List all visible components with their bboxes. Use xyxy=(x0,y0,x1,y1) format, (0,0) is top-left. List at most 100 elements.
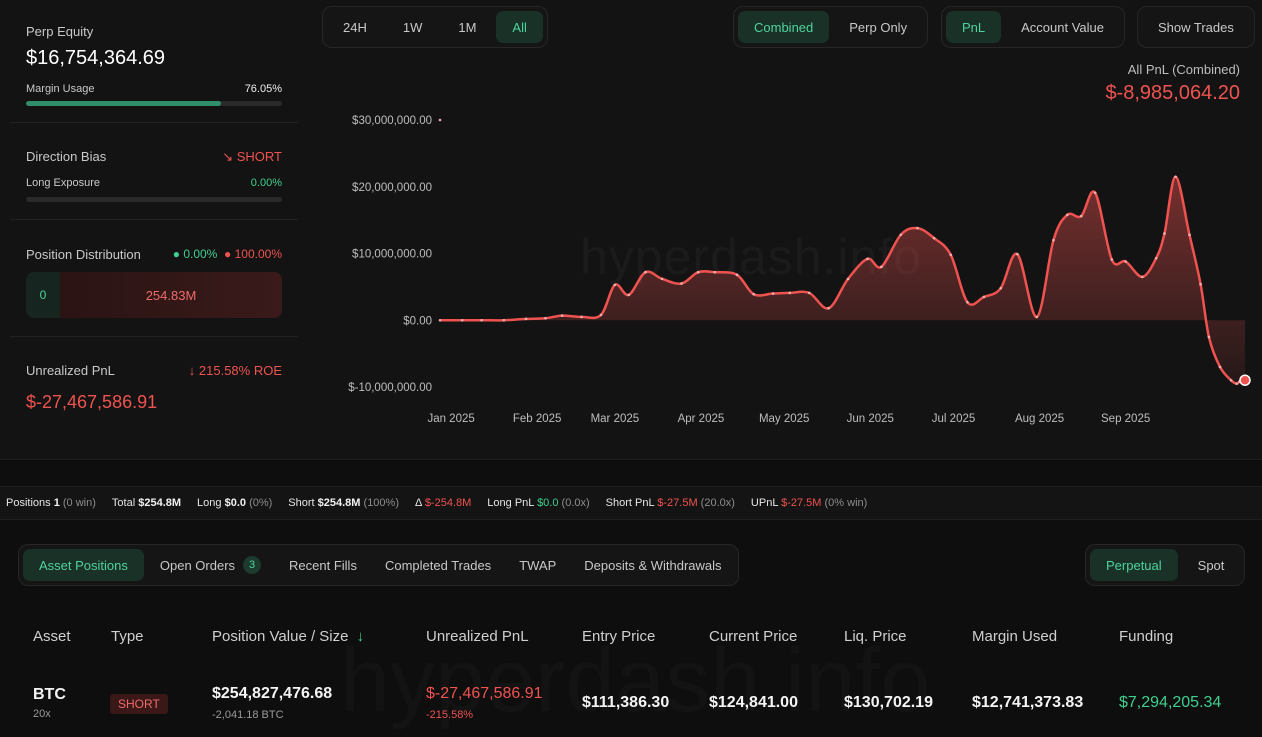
pnl-point xyxy=(524,317,528,321)
y-axis: $30,000,000.00 $20,000,000.00 $10,000,000.… xyxy=(348,115,432,394)
row-liq-price: $130,702.19 xyxy=(844,694,933,711)
pnl-point xyxy=(1199,282,1202,286)
row-funding: $7,294,205.34 xyxy=(1119,694,1222,711)
y-tick-label: $0.00 xyxy=(403,315,432,327)
pnl-point xyxy=(1207,335,1211,339)
stat-short-pnl: Short PnL $-27.5M (20.0x) xyxy=(605,497,735,509)
tab-perpetual[interactable]: Perpetual xyxy=(1090,549,1178,581)
pnl-point xyxy=(1140,275,1144,279)
pnl-point xyxy=(1235,382,1238,385)
row-upnl-pct: -215.58% xyxy=(426,709,474,721)
pnl-point xyxy=(660,277,664,281)
col-funding[interactable]: Funding xyxy=(1119,628,1174,645)
x-tick-label: May 2025 xyxy=(759,413,810,425)
x-tick-label: Jan 2025 xyxy=(427,413,474,425)
tab-open-orders-label: Open Orders xyxy=(159,557,236,573)
unrealized-pnl-section: Unrealized PnL ↓ 215.58% ROE $-27,467,58… xyxy=(10,337,298,460)
tab-recent-fills[interactable]: Recent Fills xyxy=(289,557,357,573)
stat-total: Total $254.8M xyxy=(111,497,182,509)
unrealized-pnl-label: Unrealized PnL xyxy=(26,363,115,378)
direction-bias-label: Direction Bias xyxy=(26,149,107,164)
tab-account-value[interactable]: Account Value xyxy=(1021,19,1105,35)
pnl-point xyxy=(1016,252,1019,256)
pnl-point xyxy=(735,273,739,277)
tab-1w[interactable]: 1W xyxy=(402,19,423,35)
pnl-point xyxy=(1163,232,1166,235)
unrealized-pnl-value: $-27,467,586.91 xyxy=(26,392,158,412)
stats-bar: Positions 1 (0 win) Total $254.8M Long $… xyxy=(0,486,1262,520)
x-tick-label: Jul 2025 xyxy=(932,413,975,425)
pnl-point xyxy=(899,233,903,237)
dist-short-pct: 100.00% xyxy=(234,247,282,261)
perp-equity-label: Perp Equity xyxy=(26,24,94,39)
col-current-price[interactable]: Current Price xyxy=(709,628,798,645)
x-tick-label: Aug 2025 xyxy=(1015,413,1064,425)
pnl-point xyxy=(1066,213,1069,217)
pnl-point xyxy=(438,318,442,322)
tab-24h[interactable]: 24H xyxy=(343,19,367,35)
chart-header-label: All PnL (Combined) xyxy=(1127,62,1240,77)
mode-tabs: Combined Perp Only xyxy=(733,6,929,48)
top-panel: Perp Equity $16,754,364.69 Margin Usage … xyxy=(0,0,1262,460)
long-dot-icon: ● xyxy=(172,247,180,261)
pnl-point xyxy=(1110,258,1114,261)
margin-usage-label: Margin Usage xyxy=(26,83,95,95)
tab-all[interactable]: All xyxy=(496,11,543,43)
pnl-point xyxy=(480,318,483,322)
pnl-area xyxy=(440,176,1245,384)
tab-1m[interactable]: 1M xyxy=(458,19,477,35)
tab-asset-positions[interactable]: Asset Positions xyxy=(23,549,144,581)
tab-spot[interactable]: Spot xyxy=(1197,557,1225,573)
pnl-point xyxy=(1035,315,1039,319)
stat-short: Short $254.8M (100%) xyxy=(288,497,399,509)
pnl-point xyxy=(1174,175,1177,179)
pnl-point xyxy=(880,265,883,269)
row-entry-price: $111,386.30 xyxy=(582,694,670,711)
pnl-point xyxy=(696,270,700,274)
tab-pnl[interactable]: PnL xyxy=(946,11,1002,43)
perp-equity-section: Perp Equity $16,754,364.69 Margin Usage … xyxy=(10,0,298,123)
long-exposure-value: 0.00% xyxy=(250,177,282,189)
col-liq-price[interactable]: Liq. Price xyxy=(844,628,907,645)
row-asset[interactable]: BTC xyxy=(33,686,66,703)
y-tick-label: $10,000,000.00 xyxy=(352,249,432,261)
row-margin-used: $12,741,373.83 xyxy=(972,694,1084,711)
pnl-point xyxy=(1218,365,1222,369)
row-leverage: 20x xyxy=(33,708,51,720)
row-upnl: $-27,467,586.91 xyxy=(426,685,543,702)
tab-combined[interactable]: Combined xyxy=(738,11,830,43)
tab-deposits-withdrawals[interactable]: Deposits & Withdrawals xyxy=(584,557,722,573)
margin-usage-fill xyxy=(26,101,221,106)
col-entry-price[interactable]: Entry Price xyxy=(582,628,656,645)
position-distribution-label: Position Distribution xyxy=(26,247,141,262)
tab-open-orders[interactable]: Open Orders 3 xyxy=(148,549,273,581)
tab-completed-trades[interactable]: Completed Trades xyxy=(384,557,492,573)
pnl-chart[interactable]: $30,000,000.00 $20,000,000.00 $10,000,000.… xyxy=(330,100,1260,440)
col-margin-used[interactable]: Margin Used xyxy=(972,628,1058,645)
pnl-point xyxy=(1188,233,1191,237)
show-trades-button[interactable]: Show Trades xyxy=(1158,19,1234,35)
pnl-point xyxy=(949,253,953,257)
pnl-point xyxy=(460,318,464,322)
y-tick-label: $-10,000,000.00 xyxy=(348,382,432,394)
long-exposure-label: Long Exposure xyxy=(26,177,100,189)
x-tick-label: Apr 2025 xyxy=(678,413,725,425)
margin-usage-bar xyxy=(26,101,282,106)
col-unrealized-pnl[interactable]: Unrealized PnL xyxy=(426,628,529,645)
row-current-price: $124,841.00 xyxy=(709,694,798,711)
pnl-line xyxy=(440,175,1246,385)
col-type[interactable]: Type xyxy=(111,628,144,645)
y-tick-label: $30,000,000.00 xyxy=(352,115,432,127)
position-distribution-legend: ● 0.00% ● 100.00% xyxy=(173,247,282,261)
row-position-value: $254,827,476.68 xyxy=(212,685,333,702)
col-position-value[interactable]: Position Value / Size ↓ xyxy=(212,628,364,645)
bottom-tabs: Asset Positions Open Orders 3 Recent Fill… xyxy=(18,544,739,586)
tab-twap[interactable]: TWAP xyxy=(519,557,557,573)
pnl-point xyxy=(846,277,850,281)
col-asset[interactable]: Asset xyxy=(33,628,71,645)
pnl-point xyxy=(916,226,919,230)
chart-header-value: $-8,985,064.20 xyxy=(1105,82,1240,104)
tab-perp-only[interactable]: Perp Only xyxy=(849,19,908,35)
open-orders-badge: 3 xyxy=(243,556,262,574)
x-tick-label: Sep 2025 xyxy=(1101,413,1150,425)
